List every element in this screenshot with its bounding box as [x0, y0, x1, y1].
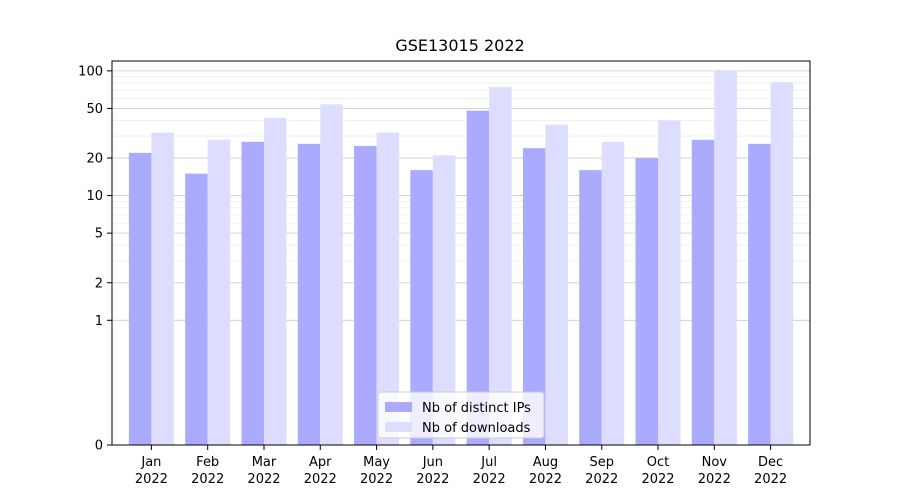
x-tick-label-month: Nov — [702, 455, 728, 470]
x-tick-label-year: 2022 — [360, 472, 393, 487]
y-tick-label: 50 — [86, 102, 103, 117]
x-tick-label-year: 2022 — [135, 472, 168, 487]
bar-downloads — [376, 132, 400, 446]
x-tick-label-month: Jun — [422, 455, 443, 470]
x-tick-label-month: Jan — [140, 455, 161, 470]
legend: Nb of distinct IPs Nb of downloads — [377, 391, 545, 439]
legend-swatch — [385, 422, 412, 432]
bar-distinct-ips — [466, 110, 490, 445]
bar-downloads — [601, 141, 625, 445]
bar-distinct-ips — [128, 152, 152, 445]
bar-downloads — [320, 104, 343, 445]
bar-distinct-ips — [241, 141, 264, 445]
bar-distinct-ips — [635, 158, 659, 445]
bar-downloads — [545, 124, 568, 445]
bar-distinct-ips — [691, 139, 715, 445]
axes: 0 1 2 5 10 20 50 100 Jan 2022 Feb 2022 Mar 2022 Apr 202… — [78, 60, 811, 487]
x-tick-label-month: Sep — [589, 455, 614, 470]
x-tick-label-month: Aug — [533, 455, 558, 470]
y-tick-label: 20 — [86, 152, 103, 167]
x-tick-label-year: 2022 — [304, 472, 337, 487]
plot-frame — [111, 60, 811, 446]
x-tick-label-month: May — [363, 455, 390, 470]
bar-distinct-ips — [410, 170, 433, 445]
y-tick-label: 1 — [95, 314, 103, 329]
y-tick-label: 5 — [95, 227, 103, 242]
bar-distinct-ips — [748, 143, 771, 446]
bar-downloads — [263, 117, 287, 445]
legend-label: Nb of distinct IPs — [422, 401, 531, 416]
bar-distinct-ips — [354, 145, 377, 446]
bar-downloads — [151, 132, 174, 446]
bar-downloads — [489, 87, 512, 445]
x-tick-label-month: Mar — [252, 455, 277, 470]
x-tick-label-month: Oct — [647, 455, 669, 470]
bar-downloads — [770, 82, 794, 446]
x-tick-label-month: Apr — [309, 455, 332, 470]
x-tick-label-year: 2022 — [698, 472, 731, 487]
bar-distinct-ips — [522, 148, 546, 445]
legend-box — [377, 391, 545, 439]
y-tick-label: 2 — [95, 276, 103, 291]
x-tick-label-month: Dec — [758, 455, 783, 470]
x-tick-label-year: 2022 — [585, 472, 618, 487]
x-tick-label-year: 2022 — [754, 472, 787, 487]
y-tick-label: 10 — [86, 189, 103, 204]
x-tick-label-year: 2022 — [247, 472, 280, 487]
x-tick-label-year: 2022 — [473, 472, 506, 487]
bar-distinct-ips — [185, 173, 208, 445]
x-tick-label-year: 2022 — [191, 472, 224, 487]
x-tick-label-year: 2022 — [529, 472, 562, 487]
bar-downloads — [714, 70, 737, 445]
bars — [128, 70, 794, 446]
bar-distinct-ips — [297, 143, 321, 446]
bar-downloads — [432, 155, 456, 445]
bar-distinct-ips — [579, 170, 602, 445]
bar-downloads — [658, 120, 681, 445]
x-tick-label-year: 2022 — [641, 472, 674, 487]
legend-label: Nb of downloads — [422, 421, 531, 436]
bar-downloads — [207, 139, 231, 445]
x-tick-label-month: Jul — [480, 455, 497, 470]
y-tick-label: 100 — [78, 64, 103, 79]
legend-swatch — [385, 402, 412, 412]
x-tick-label-year: 2022 — [416, 472, 449, 487]
chart-title: GSE13015 2022 — [395, 36, 524, 55]
y-tick-label: 0 — [95, 439, 103, 454]
x-tick-label-month: Feb — [196, 455, 219, 470]
